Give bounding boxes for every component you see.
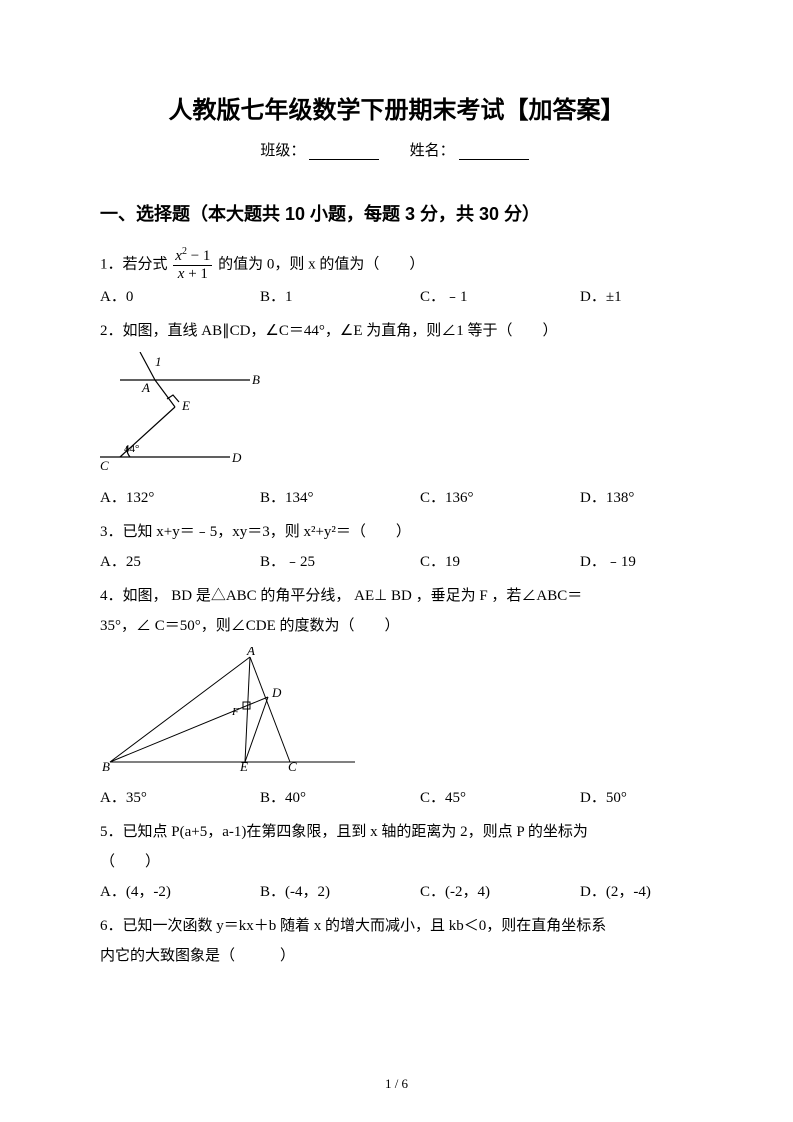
question-5a: 5．已知点 P(a+5，a-1)在第四象限，且到 x 轴的距离为 2，则点 P … — [100, 817, 693, 847]
class-label: 班级： — [260, 143, 305, 159]
q1-opt-a: A．0 — [100, 282, 260, 312]
q4-svg: A B C D E F — [100, 647, 360, 772]
q3-opt-b: B．﹣25 — [260, 547, 420, 577]
q2-label-d: D — [231, 450, 242, 465]
class-blank[interactable] — [309, 143, 379, 160]
question-6b: 内它的大致图象是（ ） — [100, 941, 693, 971]
name-label: 姓名： — [410, 143, 455, 159]
q2-label-e: E — [181, 398, 190, 413]
q3-options: A．25 B．﹣25 C．19 D．﹣19 — [100, 547, 693, 577]
q4-label-e: E — [239, 759, 248, 772]
q1-frac-den: x + 1 — [173, 266, 212, 283]
q1-options: A．0 B．1 C．﹣1 D．±1 — [100, 282, 693, 312]
question-2: 2．如图，直线 AB∥CD，∠C＝44°，∠E 为直角，则∠1 等于（ ） — [100, 316, 693, 346]
q2-label-b: B — [252, 372, 260, 387]
q5-opt-d: D．(2，-4) — [580, 877, 651, 907]
q5-options: A．(4，-2) B．(-4，2) C．(-2，4) D．(2，-4) — [100, 877, 693, 907]
question-4b: 35°，∠ C＝50°，则∠CDE 的度数为（ ） — [100, 611, 693, 641]
q1-frac-num: x2 − 1 — [173, 248, 212, 266]
q1-suffix: 的值为 0，则 x 的值为（ ） — [218, 256, 424, 272]
question-4a: 4．如图， BD 是△ABC 的角平分线， AE⊥ BD ，垂足为 F ，若∠A… — [100, 581, 693, 611]
q2-label-1: 1 — [155, 354, 162, 369]
q2-opt-b: B．134° — [260, 483, 420, 513]
q5-opt-b: B．(-4，2) — [260, 877, 420, 907]
q2-figure: 1 A B E C D 44° — [100, 352, 693, 477]
q4-opt-a: A．35° — [100, 783, 260, 813]
q2-opt-a: A．132° — [100, 483, 260, 513]
q4-opt-b: B．40° — [260, 783, 420, 813]
q2-label-angle: 44° — [124, 443, 139, 455]
q2-svg: 1 A B E C D 44° — [100, 352, 270, 472]
q4-options: A．35° B．40° C．45° D．50° — [100, 783, 693, 813]
q4-label-d: D — [271, 685, 282, 700]
q1-opt-d: D．±1 — [580, 282, 622, 312]
name-blank[interactable] — [459, 143, 529, 160]
header-fields: 班级： 姓名： — [100, 139, 693, 160]
q1-opt-c: C．﹣1 — [420, 282, 580, 312]
q4-opt-d: D．50° — [580, 783, 627, 813]
q2-label-c: C — [100, 458, 109, 472]
q5-opt-a: A．(4，-2) — [100, 877, 260, 907]
q4-label-a: A — [246, 647, 255, 658]
q4-label-f: F — [231, 706, 239, 718]
section-1-heading: 一、选择题（本大题共 10 小题，每题 3 分，共 30 分） — [100, 200, 693, 226]
q4-figure: A B C D E F — [100, 647, 693, 777]
q3-opt-a: A．25 — [100, 547, 260, 577]
page: 人教版七年级数学下册期末考试【加答案】 班级： 姓名： 一、选择题（本大题共 1… — [0, 0, 793, 1122]
question-6a: 6．已知一次函数 y＝kx＋b 随着 x 的增大而减小，且 kb＜0，则在直角坐… — [100, 911, 693, 941]
q1-opt-b: B．1 — [260, 282, 420, 312]
q5-opt-c: C．(-2，4) — [420, 877, 580, 907]
q1-fraction: x2 − 1 x + 1 — [173, 248, 212, 282]
page-number: 1 / 6 — [0, 1076, 793, 1092]
q2-opt-c: C．136° — [420, 483, 580, 513]
q3-opt-d: D．﹣19 — [580, 547, 636, 577]
q4-opt-c: C．45° — [420, 783, 580, 813]
q4-label-c: C — [288, 759, 297, 772]
q2-opt-d: D．138° — [580, 483, 634, 513]
q1-prefix: 1．若分式 — [100, 256, 168, 272]
q2-label-a: A — [141, 380, 150, 395]
question-5b: （ ） — [100, 847, 693, 877]
question-1: 1．若分式 x2 − 1 x + 1 的值为 0，则 x 的值为（ ） — [100, 248, 693, 282]
q4-label-b: B — [102, 759, 110, 772]
question-3: 3．已知 x+y＝﹣5，xy＝3，则 x²+y²＝（ ） — [100, 517, 693, 547]
page-title: 人教版七年级数学下册期末考试【加答案】 — [100, 90, 693, 125]
q3-opt-c: C．19 — [420, 547, 580, 577]
q2-options: A．132° B．134° C．136° D．138° — [100, 483, 693, 513]
